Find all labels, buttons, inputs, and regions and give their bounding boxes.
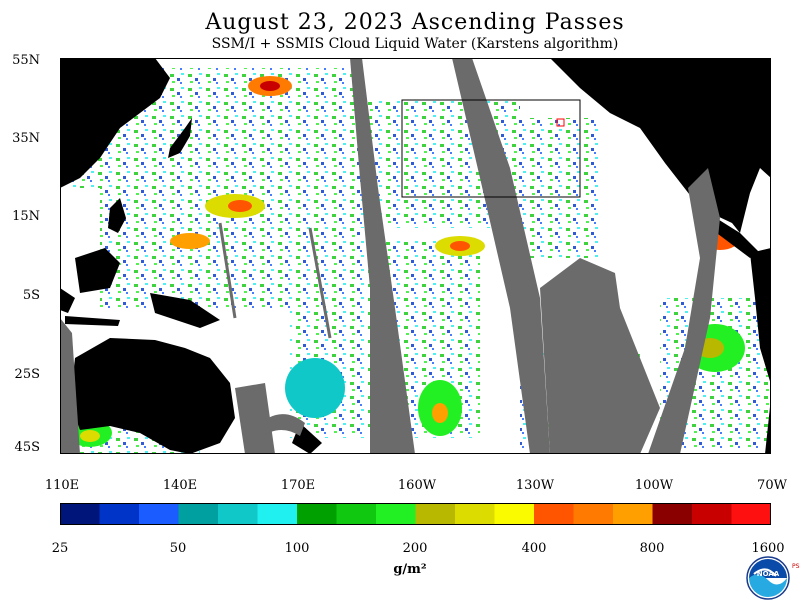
colorbar-swatch	[99, 503, 140, 525]
swath-gap-2	[452, 58, 550, 454]
colorbar-tick-50: 50	[169, 541, 187, 556]
colorbar-tick-800: 800	[639, 541, 665, 556]
map-title: August 23, 2023 Ascending Passes	[205, 10, 625, 35]
colorbar-swatch	[376, 503, 416, 525]
lon-label-160w: 160W	[397, 478, 437, 493]
lon-label-170e: 170E	[280, 478, 316, 493]
colorbar-tick-25: 25	[51, 541, 69, 556]
colorbar-swatch	[455, 503, 495, 525]
colorbar-tick-200: 200	[402, 541, 428, 556]
noaa-logo: NOAA	[746, 556, 790, 600]
logo-text: NOAA	[757, 570, 780, 578]
land-australia	[70, 338, 235, 454]
land-japan	[168, 118, 192, 158]
land-masses	[60, 58, 771, 454]
colorbar-swatch	[494, 503, 535, 525]
colorbar-swatch	[415, 503, 456, 525]
region-outline-box	[401, 99, 581, 198]
lat-label-45s: 45S	[14, 440, 40, 455]
swath-gap-bottom	[60, 318, 80, 454]
land-sumatra	[60, 288, 75, 313]
lat-label-35n: 35N	[12, 131, 40, 146]
lon-label-100w: 100W	[634, 478, 674, 493]
colorbar-swatch	[257, 503, 298, 525]
colorbar-swatch	[60, 503, 100, 525]
colorbar-swatch	[692, 503, 732, 525]
lat-label-55n: 55N	[12, 53, 40, 68]
lon-label-110e: 110E	[44, 478, 80, 493]
colorbar-swatch	[534, 503, 574, 525]
colorbar-frame	[60, 503, 771, 525]
land-philippines	[108, 198, 126, 233]
swath-gap-arc	[255, 414, 305, 438]
colorbar-tick-100: 100	[284, 541, 310, 556]
swath-gap-1	[350, 58, 415, 454]
colorbar-swatch	[336, 503, 377, 525]
colorbar-swatch	[297, 503, 337, 525]
colorbar-swatch	[218, 503, 258, 525]
colorbar	[60, 503, 771, 525]
colorbar-tick-400: 400	[521, 541, 547, 556]
land-north-america	[550, 58, 771, 233]
colorbar-swatch	[139, 503, 179, 525]
land-borneo	[75, 248, 120, 293]
lon-label-140e: 140E	[162, 478, 198, 493]
location-marker	[556, 118, 565, 127]
psl-logo-text: PSL	[792, 563, 800, 570]
colorbar-swatch	[652, 503, 693, 525]
lat-label-5s: 5S	[22, 288, 40, 303]
land-new-guinea	[150, 293, 220, 328]
lat-label-15n: 15N	[12, 209, 40, 224]
cloud-water-map	[60, 58, 771, 454]
lon-label-70w: 70W	[757, 478, 787, 493]
land-asia	[60, 58, 170, 188]
swath-gap-big	[540, 258, 660, 454]
lat-label-25s: 25S	[14, 367, 40, 382]
land-java	[65, 316, 120, 326]
map-frame	[60, 58, 771, 454]
data-gaps	[60, 58, 720, 454]
colorbar-tick-1600: 1600	[751, 541, 785, 556]
colorbar-swatch	[573, 503, 614, 525]
swath-gap-lower-west	[235, 383, 275, 454]
colorbar-swatch	[178, 503, 219, 525]
colorbar-units: g/m²	[393, 562, 427, 577]
map-subtitle: SSM/I + SSMIS Cloud Liquid Water (Karste…	[211, 36, 619, 52]
colorbar-swatch	[613, 503, 653, 525]
lon-label-130w: 130W	[515, 478, 555, 493]
land-south-america	[750, 248, 771, 454]
colorbar-swatch	[731, 503, 771, 525]
swath-gap-east	[648, 168, 720, 454]
